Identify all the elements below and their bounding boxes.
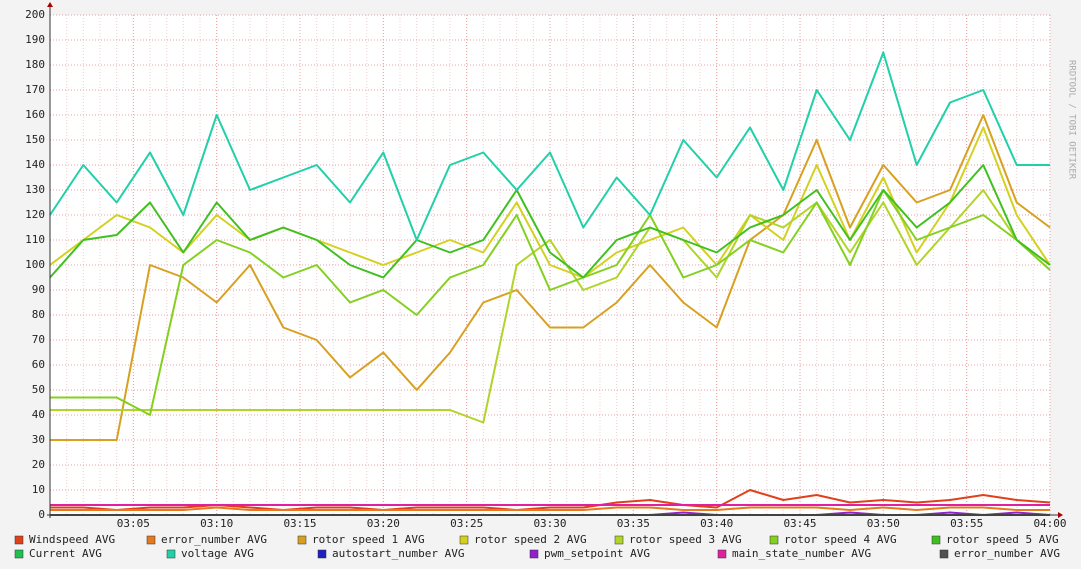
legend-swatch [317, 549, 327, 559]
x-tick-label: 03:35 [617, 517, 650, 530]
arrow [1058, 512, 1063, 518]
legend-label: pwm_setpoint AVG [544, 547, 650, 560]
legend-swatch [769, 535, 779, 545]
x-tick-label: 03:40 [700, 517, 733, 530]
series-line [49, 126, 1051, 279]
x-tick-label: 04:00 [1033, 517, 1066, 530]
y-tick-label: 180 [25, 58, 45, 71]
y-tick-label: 130 [25, 183, 45, 196]
legend-label: voltage AVG [181, 547, 254, 560]
y-tick-label: 60 [32, 358, 45, 371]
y-tick-label: 190 [25, 33, 45, 46]
y-tick-label: 90 [32, 283, 45, 296]
legend-swatch [14, 549, 24, 559]
y-tick-label: 20 [32, 458, 45, 471]
legend-swatch [146, 535, 156, 545]
legend-label: autostart_number AVG [332, 547, 464, 560]
legend-label: error_number AVG [161, 533, 267, 546]
legend-swatch [529, 549, 539, 559]
series-line [49, 51, 1050, 241]
legend-swatch [931, 535, 941, 545]
legend-swatch [297, 535, 307, 545]
series-line [49, 164, 1051, 279]
y-tick-label: 160 [25, 108, 45, 121]
legend-swatch [459, 535, 469, 545]
legend-swatch [939, 549, 949, 559]
y-tick-label: 80 [32, 308, 45, 321]
legend-label: error_number AVG [954, 547, 1060, 560]
x-tick-label: 03:15 [283, 517, 316, 530]
y-tick-label: 100 [25, 258, 45, 271]
series-line [50, 506, 1050, 511]
y-tick-label: 10 [32, 483, 45, 496]
y-tick-label: 70 [32, 333, 45, 346]
y-tick-label: 50 [32, 383, 45, 396]
legend-swatch [14, 535, 24, 545]
y-tick-label: 0 [38, 508, 45, 521]
legend-label: rotor speed 5 AVG [946, 533, 1059, 546]
legend-label: rotor speed 1 AVG [312, 533, 425, 546]
x-tick-label: 03:30 [533, 517, 566, 530]
y-tick-label: 200 [25, 8, 45, 21]
legend-label: Windspeed AVG [29, 533, 115, 546]
x-tick-label: 03:10 [200, 517, 233, 530]
y-tick-label: 140 [25, 158, 45, 171]
y-tick-label: 110 [25, 233, 45, 246]
legend-label: rotor speed 2 AVG [474, 533, 587, 546]
y-tick-label: 150 [25, 133, 45, 146]
legend-label: Current AVG [29, 547, 102, 560]
x-tick-label: 03:25 [450, 517, 483, 530]
y-tick-label: 30 [32, 433, 45, 446]
x-tick-label: 03:20 [367, 517, 400, 530]
x-tick-label: 03:05 [117, 517, 150, 530]
watermark: RRDTOOL / TOBI OETIKER [1067, 60, 1077, 180]
y-tick-label: 170 [25, 83, 45, 96]
series-line [50, 114, 1051, 441]
x-tick-label: 03:45 [783, 517, 816, 530]
y-tick-label: 120 [25, 208, 45, 221]
legend-label: main_state_number AVG [732, 547, 871, 560]
legend-label: rotor speed 4 AVG [784, 533, 897, 546]
series-line [50, 189, 1051, 424]
legend-swatch [166, 549, 176, 559]
x-tick-label: 03:55 [950, 517, 983, 530]
x-tick-label: 03:50 [867, 517, 900, 530]
legend-swatch [717, 549, 727, 559]
legend-swatch [614, 535, 624, 545]
y-tick-label: 40 [32, 408, 45, 421]
legend-label: rotor speed 3 AVG [629, 533, 742, 546]
arrow [47, 2, 53, 7]
